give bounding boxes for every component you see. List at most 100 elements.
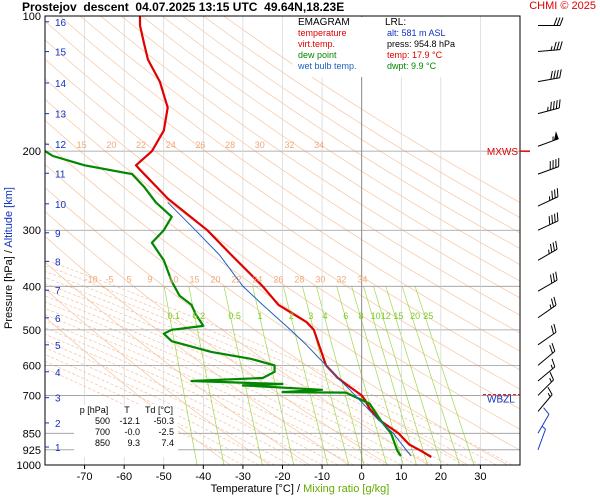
wind-barb-feather: [552, 242, 555, 251]
wind-barb-feather: [553, 17, 558, 26]
wind-barb-feather: [551, 358, 556, 368]
summary-cell: 9.3: [127, 438, 140, 448]
wind-barb-staff: [537, 220, 559, 231]
pressure-tick-label: 300: [23, 225, 41, 237]
dry-adiabat-label: 30: [255, 140, 265, 150]
summary-table: p [hPa] T Td [°C] 500 -12.1 -50.3 700 -0…: [74, 405, 178, 457]
wind-barb-feather: [554, 189, 556, 199]
wind-barb-feather: [549, 161, 551, 170]
x-tick-label: -60: [116, 471, 132, 483]
mixing-ratio-line: [302, 286, 350, 465]
summary-cell: -0.0: [124, 427, 140, 437]
series-layer: [45, 16, 432, 458]
wind-barb: [537, 386, 553, 412]
altitude-tick-label: 15: [55, 48, 67, 59]
wind-barb-staff: [537, 279, 558, 292]
x-axis-label-sep: /: [297, 483, 301, 495]
moist-adiabat-label: 30: [315, 274, 325, 284]
dry-adiabat-line: [45, 98, 520, 430]
wind-barb-feather: [559, 17, 564, 26]
wind-barb: [537, 188, 559, 207]
wind-barb-half-feather: [547, 106, 549, 112]
mixing-ratio-line: [283, 286, 329, 465]
pressure-tick-label: 100: [23, 11, 41, 23]
wind-barb-half-feather: [548, 196, 551, 201]
mixing-ratio-line: [188, 286, 225, 465]
wind-barb-feather: [550, 70, 553, 80]
mixing-ratio-line: [373, 286, 428, 465]
dry-adiabat-line: [161, 16, 520, 249]
dry-adiabat-label: 15: [77, 140, 87, 150]
altitude-tick-label: 7: [55, 286, 61, 297]
mixing-ratio-label: 10: [371, 311, 381, 321]
moist-adiabat-label: 28: [294, 274, 304, 284]
legend-item-temperature: temperature: [298, 28, 347, 38]
wind-barb-feather: [555, 240, 558, 250]
dry-adiabat-line: [120, 16, 520, 282]
wind-barb: [537, 240, 558, 261]
wind-barb-column: [537, 17, 564, 450]
wind-barb: [537, 407, 550, 434]
wind-barb-feather: [559, 41, 563, 50]
wind-barb-feather: [553, 41, 557, 51]
mixing-ratio-line: [163, 286, 198, 465]
x-tick-label: -40: [195, 471, 211, 483]
altitude-tick-label: 4: [55, 368, 61, 379]
pressure-tick-label: 700: [23, 390, 41, 402]
summary-header-td: Td [°C]: [144, 405, 174, 415]
altitude-tick-label: 3: [55, 394, 61, 405]
wind-barb-feather: [555, 271, 558, 281]
sounding-datetime: 04.07.2025 13:15 UTC: [135, 0, 258, 14]
moist-adiabat-label: 26: [273, 274, 283, 284]
wind-barb-feather: [553, 296, 557, 306]
wind-barb-half-feather: [549, 377, 552, 383]
summary-cell: 7.4: [161, 438, 174, 448]
lrl-dwpt: dwpt: 9.9 °C: [387, 61, 437, 71]
wind-barb-feather: [559, 69, 562, 78]
wind-barb-staff: [537, 366, 556, 382]
dry-adiabat-label: 22: [136, 140, 146, 150]
wind-barb-staff: [537, 77, 560, 83]
altitude-tick-label: 1: [55, 443, 61, 454]
sounding-kind: descent: [83, 0, 129, 14]
wind-barb-feather: [553, 70, 556, 79]
wind-barb-half-feather: [549, 304, 552, 309]
x-axis-label-temperature: Temperature [°C]: [210, 483, 294, 495]
wind-barb: [538, 17, 564, 27]
x-tick-label: 30: [474, 471, 486, 483]
wind-barb-half-feather: [550, 46, 553, 51]
mixing-ratio-label: 12: [381, 311, 391, 321]
wind-barb: [537, 41, 563, 53]
altitude-tick-label: 9: [55, 229, 61, 240]
wind-barb-feather: [556, 17, 561, 26]
lrl-title: LRL:: [385, 17, 407, 28]
pressure-tick-label: 1000: [17, 460, 41, 472]
wbzl-label: WBZL: [487, 395, 515, 406]
dry-adiabat-label: 24: [166, 140, 176, 150]
summary-header-p: p [hPa]: [79, 405, 109, 415]
dry-adiabat-line: [59, 16, 520, 334]
y-axis-label-sep: /: [3, 250, 15, 254]
wind-barb: [537, 271, 558, 292]
mixing-ratio-label: 15: [393, 311, 403, 321]
series-temperature-line: [134, 16, 432, 458]
sounding-coords: 49.64N,18.23E: [264, 0, 345, 14]
summary-cell: -2.5: [158, 427, 174, 437]
wind-barb-half-feather: [552, 136, 554, 141]
dry-adiabat-label: 20: [106, 140, 116, 150]
wind-barb-staff: [537, 331, 557, 346]
wind-barb-staff: [537, 304, 557, 319]
y-axis-label-pressure: Pressure [hPa]: [3, 256, 15, 329]
mixing-ratio-label: 8: [359, 311, 364, 321]
wind-barb-staff: [537, 350, 556, 366]
pressure-tick-label: 600: [23, 360, 41, 372]
wind-barb-feather: [556, 69, 559, 79]
wind-barb-staff: [537, 248, 558, 261]
wind-barb-staff: [537, 428, 546, 450]
wind-barb-feather: [556, 212, 559, 221]
lrl-alt: alt: 581 m ASL: [387, 28, 446, 38]
dry-adiabat-line: [45, 20, 520, 352]
pressure-tick-label: 925: [23, 445, 41, 457]
mixing-ratio-label: 0.5: [228, 311, 241, 321]
wind-barb: [537, 212, 559, 231]
